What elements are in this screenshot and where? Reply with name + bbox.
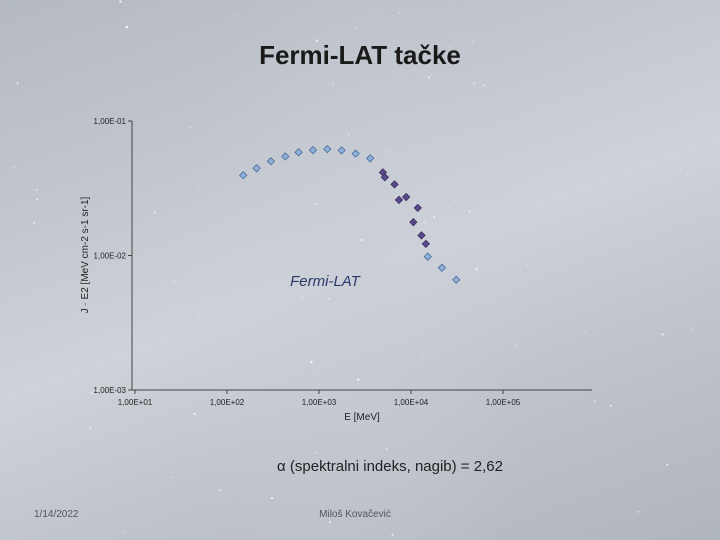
- data-point: [266, 157, 276, 166]
- x-tick-label: 1,00E+01: [118, 398, 153, 407]
- x-tick-label: 1,00E+04: [394, 398, 429, 407]
- data-point: [421, 239, 431, 249]
- x-tick-label: 1,00E+02: [210, 398, 245, 407]
- data-point: [337, 146, 346, 155]
- data-point: [294, 148, 303, 157]
- footer-date: 1/14/2022: [34, 509, 79, 520]
- y-tick-label: 1,00E-01: [94, 117, 127, 126]
- y-tick-label: 1,00E-03: [94, 386, 127, 395]
- slide-title: Fermi-LAT tačke: [259, 40, 461, 70]
- data-point: [394, 195, 404, 205]
- y-axis-title: J · E2 [MeV cm-2 s-1 sr-1]: [80, 196, 91, 313]
- data-point: [409, 217, 418, 227]
- data-point: [413, 203, 422, 213]
- footer-author: Miloš Kovačević: [319, 509, 391, 520]
- x-tick-label: 1,00E+05: [486, 398, 521, 407]
- data-point: [452, 275, 461, 284]
- y-tick-label: 1,00E-02: [94, 252, 127, 261]
- data-point: [390, 180, 399, 189]
- data-point: [281, 152, 290, 161]
- data-point: [401, 192, 411, 202]
- data-point: [308, 145, 318, 155]
- data-point: [252, 164, 261, 173]
- x-axis-title: E [MeV]: [344, 412, 380, 423]
- spectral-index-note: α (spektralni indeks, nagib) = 2,62: [277, 458, 503, 475]
- x-tick-label: 1,00E+03: [302, 398, 337, 407]
- data-point: [417, 231, 426, 240]
- data-point: [351, 149, 360, 158]
- data-point: [366, 154, 375, 163]
- data-point: [380, 173, 390, 182]
- data-point: [437, 263, 447, 272]
- data-point: [323, 144, 332, 154]
- chart-annotation: Fermi-LAT: [290, 273, 362, 290]
- data-point: [423, 252, 432, 261]
- data-point: [239, 171, 248, 180]
